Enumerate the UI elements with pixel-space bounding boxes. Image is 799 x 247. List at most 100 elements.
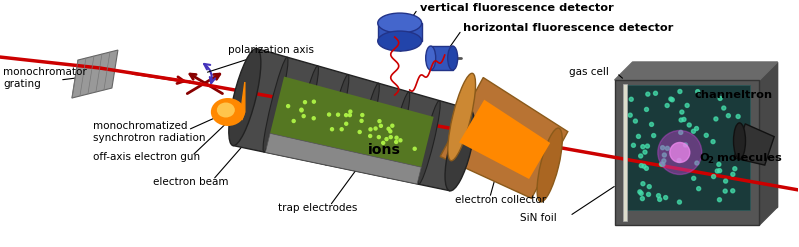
Circle shape (639, 164, 643, 168)
Ellipse shape (387, 92, 410, 178)
Circle shape (657, 194, 661, 198)
Circle shape (369, 128, 372, 131)
Circle shape (678, 200, 682, 204)
Polygon shape (760, 62, 777, 225)
Bar (431, 46, 453, 70)
Circle shape (650, 122, 654, 126)
Circle shape (666, 146, 670, 150)
Circle shape (697, 187, 701, 191)
Ellipse shape (263, 57, 288, 152)
Circle shape (368, 135, 372, 138)
Circle shape (312, 100, 316, 103)
Circle shape (654, 91, 658, 95)
Circle shape (718, 169, 721, 173)
Ellipse shape (294, 66, 319, 159)
Bar (625, 85, 749, 210)
Polygon shape (233, 48, 470, 191)
Circle shape (731, 172, 735, 176)
Circle shape (399, 139, 402, 142)
Text: ions: ions (368, 143, 400, 157)
Circle shape (662, 159, 666, 163)
Circle shape (358, 130, 361, 133)
Circle shape (300, 108, 303, 111)
Circle shape (395, 136, 398, 139)
Circle shape (395, 141, 398, 144)
Polygon shape (459, 100, 551, 179)
Bar (378, 23, 422, 41)
Text: 2: 2 (708, 157, 714, 165)
Circle shape (640, 197, 644, 201)
Circle shape (718, 96, 722, 101)
Text: vertical fluorescence detector: vertical fluorescence detector (419, 3, 614, 13)
Circle shape (733, 167, 737, 171)
Circle shape (661, 163, 665, 166)
Circle shape (287, 104, 289, 108)
Circle shape (721, 106, 725, 110)
Circle shape (726, 114, 730, 118)
Circle shape (361, 114, 364, 117)
Circle shape (378, 120, 381, 123)
Circle shape (685, 103, 689, 107)
Circle shape (646, 192, 650, 196)
Text: polarization axis: polarization axis (228, 45, 314, 55)
Polygon shape (265, 133, 421, 184)
Ellipse shape (356, 83, 380, 171)
Circle shape (694, 126, 698, 130)
Circle shape (662, 153, 666, 157)
Text: molecules: molecules (713, 153, 781, 163)
Circle shape (349, 110, 352, 113)
Text: channeltron: channeltron (694, 90, 773, 100)
Circle shape (638, 154, 642, 158)
Ellipse shape (217, 103, 235, 118)
Circle shape (340, 128, 344, 131)
Circle shape (643, 150, 647, 154)
Circle shape (669, 97, 673, 101)
Circle shape (637, 134, 641, 138)
Circle shape (638, 190, 642, 194)
Circle shape (645, 107, 649, 111)
Text: SiN foil: SiN foil (519, 213, 556, 223)
Circle shape (641, 182, 645, 186)
Text: off-axis electron gun: off-axis electron gun (93, 152, 200, 162)
Circle shape (312, 117, 316, 120)
Circle shape (664, 196, 668, 200)
Circle shape (717, 163, 721, 166)
Circle shape (679, 118, 683, 122)
Text: monochromator
grating: monochromator grating (3, 67, 87, 89)
Circle shape (670, 143, 690, 163)
Polygon shape (440, 78, 568, 198)
Circle shape (647, 185, 651, 189)
Circle shape (631, 143, 635, 147)
Circle shape (738, 142, 742, 146)
Circle shape (711, 140, 715, 144)
Ellipse shape (325, 75, 349, 165)
Polygon shape (733, 124, 774, 165)
Circle shape (360, 119, 363, 122)
Polygon shape (614, 62, 777, 80)
Circle shape (661, 146, 665, 150)
Circle shape (646, 144, 650, 148)
Circle shape (687, 123, 691, 127)
Ellipse shape (229, 48, 260, 145)
Polygon shape (72, 50, 118, 98)
Circle shape (304, 101, 307, 104)
Circle shape (377, 136, 380, 139)
Circle shape (630, 97, 634, 101)
Circle shape (680, 110, 684, 114)
Ellipse shape (232, 48, 257, 145)
Circle shape (336, 113, 340, 116)
Circle shape (387, 127, 390, 130)
Circle shape (678, 89, 682, 93)
Circle shape (682, 117, 686, 122)
Circle shape (736, 152, 740, 156)
Ellipse shape (537, 128, 562, 202)
Text: monochromatized
synchrotron radiation: monochromatized synchrotron radiation (93, 121, 205, 143)
Polygon shape (270, 77, 434, 167)
Circle shape (646, 92, 650, 96)
Circle shape (678, 130, 682, 134)
Circle shape (652, 134, 656, 138)
Polygon shape (633, 62, 777, 207)
Circle shape (695, 161, 699, 165)
Ellipse shape (447, 46, 458, 70)
Ellipse shape (378, 13, 422, 33)
